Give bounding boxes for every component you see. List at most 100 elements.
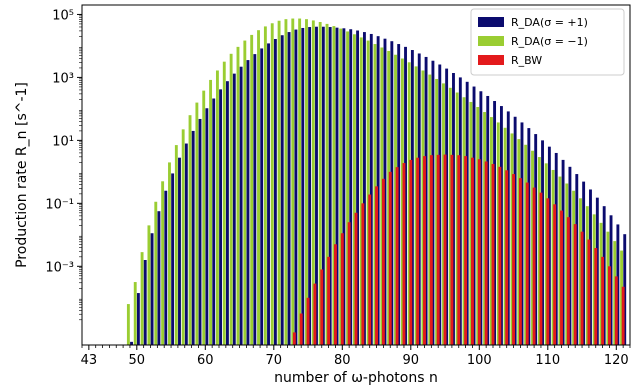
- y-tick-label: 10³: [52, 71, 74, 86]
- bar: [164, 190, 168, 345]
- x-tick-label: 100: [467, 353, 492, 368]
- x-tick-label: 80: [334, 353, 351, 368]
- bar: [539, 192, 543, 345]
- bar: [431, 60, 435, 345]
- bar: [250, 34, 254, 345]
- bar: [130, 341, 133, 345]
- bar: [400, 58, 404, 346]
- bar: [498, 166, 502, 345]
- bar: [236, 46, 240, 346]
- bar: [321, 26, 325, 345]
- x-tick-label: 43: [81, 353, 98, 368]
- series-2-bars: [126, 18, 624, 346]
- bar: [592, 214, 596, 345]
- bar: [527, 128, 531, 345]
- bar: [332, 26, 336, 346]
- y-tick-label: 10¹: [52, 134, 74, 149]
- bar: [554, 152, 558, 345]
- bar: [585, 206, 589, 345]
- bar: [168, 162, 171, 345]
- bar: [366, 40, 370, 345]
- bar: [589, 189, 592, 345]
- bar: [209, 79, 213, 346]
- bar: [380, 47, 384, 345]
- bar: [339, 28, 343, 346]
- bar: [325, 23, 329, 345]
- bar: [212, 98, 216, 345]
- bar: [608, 266, 611, 345]
- legend-box: [470, 8, 625, 76]
- bar: [472, 86, 476, 345]
- x-tick-label: 70: [266, 353, 283, 368]
- bar: [133, 282, 137, 345]
- bar: [517, 139, 521, 345]
- bar: [566, 217, 570, 345]
- bar: [243, 40, 247, 345]
- bar: [505, 170, 509, 345]
- bar: [181, 129, 185, 345]
- bar: [257, 30, 260, 345]
- bar: [471, 157, 474, 345]
- bar: [229, 53, 233, 346]
- y-tick-label: 10⁻³: [45, 260, 74, 275]
- bar: [184, 143, 188, 345]
- bar: [575, 174, 579, 345]
- bar: [308, 27, 312, 345]
- bar: [352, 34, 356, 345]
- bar: [140, 252, 144, 345]
- bar: [191, 130, 195, 345]
- bar: [601, 256, 605, 345]
- bar: [462, 97, 466, 346]
- x-tick-label: 50: [129, 353, 146, 368]
- y-tick-label: 10⁻¹: [45, 197, 74, 212]
- bar: [558, 176, 562, 345]
- bar: [580, 231, 584, 345]
- bar: [565, 183, 569, 345]
- bar: [547, 146, 551, 345]
- bar: [520, 122, 524, 346]
- legend-swatch: [478, 36, 504, 46]
- bar: [232, 73, 236, 345]
- bar: [621, 286, 625, 345]
- bars-group: [126, 18, 627, 346]
- bar: [409, 159, 413, 345]
- bar: [534, 134, 538, 345]
- series-1-bars: [130, 26, 627, 346]
- bar: [587, 239, 591, 345]
- bar: [436, 154, 440, 345]
- bar: [614, 276, 618, 345]
- y-tick-label: 10⁵: [52, 8, 74, 23]
- bar: [464, 156, 468, 345]
- bar: [551, 169, 555, 345]
- bar: [404, 46, 407, 346]
- bar: [506, 111, 510, 345]
- legend-label: R_DA(σ = −1): [511, 35, 588, 48]
- bar: [388, 171, 392, 345]
- bar: [623, 234, 627, 345]
- bar: [354, 212, 358, 345]
- bar: [541, 140, 544, 345]
- bar: [222, 61, 226, 346]
- bar: [476, 107, 480, 345]
- bar: [188, 115, 192, 345]
- bar: [561, 159, 565, 345]
- bar: [171, 173, 175, 345]
- bar: [402, 163, 406, 345]
- y-axis-label: Production rate R_n [s^-1]: [14, 82, 30, 268]
- bar: [373, 44, 377, 345]
- x-axis-label: number of ω-photons n: [274, 370, 438, 386]
- x-tick-label: 60: [197, 353, 214, 368]
- bar: [438, 64, 442, 345]
- bar: [291, 18, 295, 345]
- bar: [493, 101, 497, 346]
- bar: [215, 70, 219, 345]
- bar: [202, 90, 206, 345]
- bar: [277, 20, 281, 346]
- bar: [579, 198, 582, 345]
- bar: [154, 201, 158, 345]
- bar: [532, 187, 536, 345]
- bar: [318, 22, 322, 345]
- legend-swatch: [478, 17, 504, 27]
- bar: [383, 38, 387, 345]
